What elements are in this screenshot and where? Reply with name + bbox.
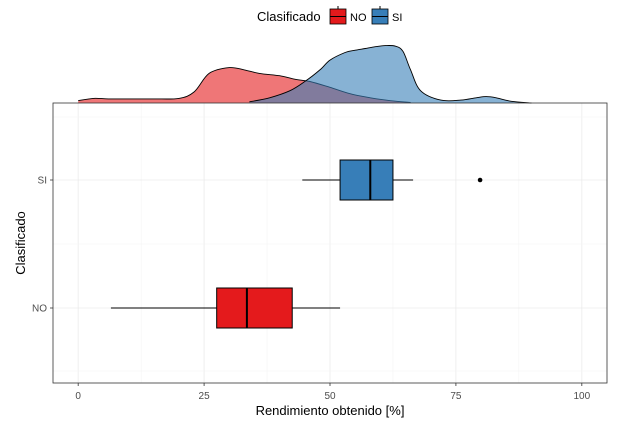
x-tick-label: 100 — [573, 391, 590, 402]
y-tick-label: SI — [38, 176, 47, 187]
density-panel — [78, 45, 532, 104]
legend: Clasificado NO SI — [257, 6, 402, 25]
axis-ticks: 0 25 50 75 100 SI NO — [32, 176, 591, 403]
density-curve-si — [249, 45, 532, 104]
x-tick-label: 75 — [450, 391, 462, 402]
legend-label-no: NO — [350, 12, 367, 24]
outlier-point-si — [477, 177, 483, 183]
box-no — [216, 287, 293, 329]
legend-title: Clasificado — [257, 9, 321, 24]
box-si — [339, 159, 394, 201]
y-tick-label: NO — [32, 304, 47, 315]
y-axis-title: Clasificado — [13, 211, 28, 275]
x-tick-label: 50 — [324, 391, 336, 402]
boxplot-layer — [110, 159, 483, 329]
x-tick-label: 0 — [75, 391, 81, 402]
density-area-si — [249, 45, 532, 103]
x-axis-title: Rendimiento obtenido [%] — [256, 403, 405, 418]
x-tick-label: 25 — [199, 391, 211, 402]
legend-label-si: SI — [392, 12, 402, 24]
